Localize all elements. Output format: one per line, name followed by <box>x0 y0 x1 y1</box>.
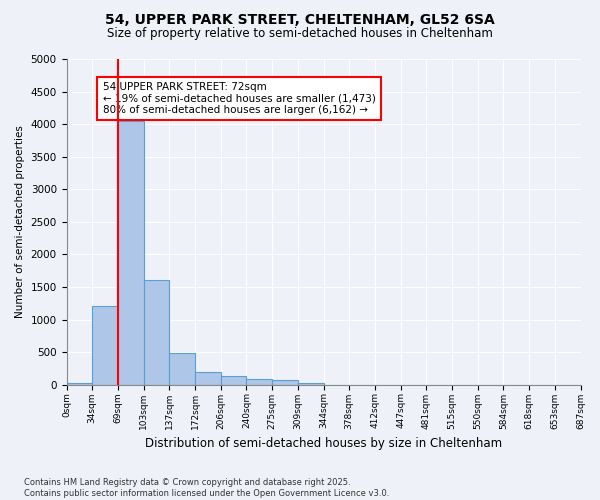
Bar <box>272 380 298 384</box>
Bar <box>221 376 247 384</box>
Text: 54, UPPER PARK STREET, CHELTENHAM, GL52 6SA: 54, UPPER PARK STREET, CHELTENHAM, GL52 … <box>105 12 495 26</box>
Bar <box>195 372 221 384</box>
X-axis label: Distribution of semi-detached houses by size in Cheltenham: Distribution of semi-detached houses by … <box>145 437 502 450</box>
Text: Contains HM Land Registry data © Crown copyright and database right 2025.
Contai: Contains HM Land Registry data © Crown c… <box>24 478 389 498</box>
Bar <box>247 380 272 384</box>
Text: Size of property relative to semi-detached houses in Cheltenham: Size of property relative to semi-detach… <box>107 28 493 40</box>
Bar <box>298 382 323 384</box>
Bar <box>92 306 118 384</box>
Text: 54 UPPER PARK STREET: 72sqm
← 19% of semi-detached houses are smaller (1,473)
80: 54 UPPER PARK STREET: 72sqm ← 19% of sem… <box>103 82 376 115</box>
Y-axis label: Number of semi-detached properties: Number of semi-detached properties <box>15 126 25 318</box>
Bar <box>118 121 143 384</box>
Bar <box>169 354 195 384</box>
Bar <box>143 280 169 384</box>
Bar <box>67 382 92 384</box>
